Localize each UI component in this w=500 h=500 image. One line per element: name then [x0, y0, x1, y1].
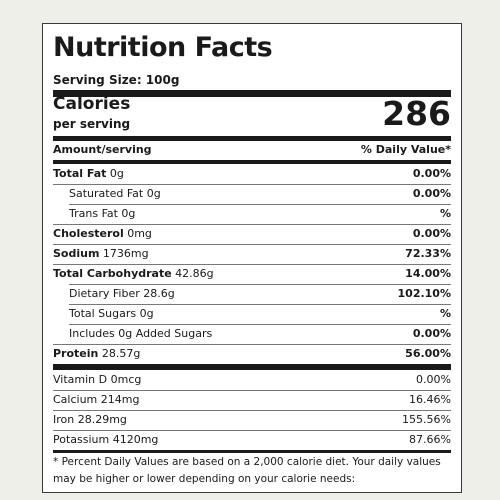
nutrient-row-total-fat: Total Fat 0g 0.00%: [53, 164, 451, 184]
nutrient-row-sodium: Sodium 1736mg 72.33%: [53, 244, 451, 264]
nutrient-row-dietary-fiber: Dietary Fiber 28.6g 102.10%: [53, 284, 451, 304]
nutrient-row-protein: Protein 28.57g 56.00%: [53, 344, 451, 364]
nutrient-amount: 28.57g: [98, 347, 141, 360]
calories-label: Calories: [53, 94, 131, 114]
divider-thick: [53, 90, 451, 97]
nutrient-name: Total Fat: [53, 167, 107, 180]
nutrient-dv: 0.00%: [412, 167, 451, 180]
nutrient-row-total-sugars: Total Sugars 0g %: [53, 304, 451, 324]
micro-row-vitamin-d: Vitamin D 0mcg 0.00%: [53, 370, 451, 390]
row-divider: [53, 430, 451, 431]
nutrient-row-trans-fat: Trans Fat 0g %: [53, 204, 451, 224]
nutrition-facts-panel: Nutrition Facts Serving Size: 100g Calor…: [42, 23, 462, 493]
micro-name: Potassium 4120mg: [53, 433, 159, 446]
micro-dv: 0.00%: [416, 373, 451, 386]
nutrient-name: Includes 0g Added Sugars: [69, 327, 213, 340]
nutrient-name: Trans Fat 0g: [69, 207, 136, 220]
nutrient-name: Total Carbohydrate: [53, 267, 172, 280]
nutrient-amount: 0g: [106, 167, 124, 180]
row-divider: [53, 390, 451, 391]
nutrient-amount: 42.86g: [171, 267, 214, 280]
nutrient-row-added-sugars: Includes 0g Added Sugars 0.00%: [53, 324, 451, 344]
nutrient-dv: 102.10%: [397, 287, 451, 300]
nutrient-dv: 0.00%: [412, 327, 451, 340]
nutrient-dv: %: [439, 307, 451, 320]
nutrient-row-cholesterol: Cholesterol 0mg 0.00%: [53, 224, 451, 244]
nutrient-dv: 14.00%: [405, 267, 451, 280]
nutrient-dv: 72.33%: [405, 247, 451, 260]
row-divider: [69, 304, 451, 305]
nutrient-name: Total Sugars 0g: [69, 307, 154, 320]
micro-row-iron: Iron 28.29mg 155.56%: [53, 410, 451, 430]
divider-footnote: [53, 450, 451, 453]
label-title: Nutrition Facts: [53, 32, 273, 63]
calories-value: 286: [382, 94, 451, 133]
nutrient-dv: 0.00%: [412, 227, 451, 240]
row-divider: [53, 410, 451, 411]
nutrient-amount: 1736mg: [99, 247, 149, 260]
nutrient-dv: 0.00%: [412, 187, 451, 200]
row-divider: [53, 244, 451, 245]
per-serving-label: per serving: [53, 117, 131, 131]
micro-row-calcium: Calcium 214mg 16.46%: [53, 390, 451, 410]
divider-calories: [53, 136, 451, 141]
nutrient-name: Saturated Fat 0g: [69, 187, 161, 200]
row-divider: [69, 324, 451, 325]
row-divider: [69, 284, 451, 285]
micro-row-potassium: Potassium 4120mg 87.66%: [53, 430, 451, 450]
divider-header: [53, 160, 451, 164]
row-divider: [53, 344, 451, 345]
row-divider: [53, 224, 451, 225]
nutrient-dv: %: [439, 207, 451, 220]
nutrient-dv: 56.00%: [405, 347, 451, 360]
nutrient-amount: 0mg: [123, 227, 152, 240]
micro-dv: 87.66%: [409, 433, 451, 446]
nutrient-row-saturated-fat: Saturated Fat 0g 0.00%: [53, 184, 451, 204]
row-divider: [53, 184, 451, 185]
nutrient-name: Protein: [53, 347, 99, 360]
nutrient-name: Cholesterol: [53, 227, 124, 240]
micro-name: Iron 28.29mg: [53, 413, 127, 426]
column-header: Amount/serving % Daily Value*: [53, 141, 451, 159]
micro-name: Calcium 214mg: [53, 393, 140, 406]
nutrient-name: Dietary Fiber 28.6g: [69, 287, 175, 300]
row-divider: [53, 264, 451, 265]
nutrient-name: Sodium: [53, 247, 100, 260]
serving-size: Serving Size: 100g: [53, 73, 180, 87]
divider-protein: [53, 364, 451, 370]
micro-dv: 155.56%: [402, 413, 451, 426]
row-divider: [69, 204, 451, 205]
amount-header: Amount/serving: [53, 143, 152, 156]
micro-name: Vitamin D 0mcg: [53, 373, 142, 386]
footnote: * Percent Daily Values are based on a 2,…: [53, 456, 441, 485]
micro-dv: 16.46%: [409, 393, 451, 406]
nutrient-row-total-carbohydrate: Total Carbohydrate 42.86g 14.00%: [53, 264, 451, 284]
daily-value-header: % Daily Value*: [360, 143, 451, 156]
